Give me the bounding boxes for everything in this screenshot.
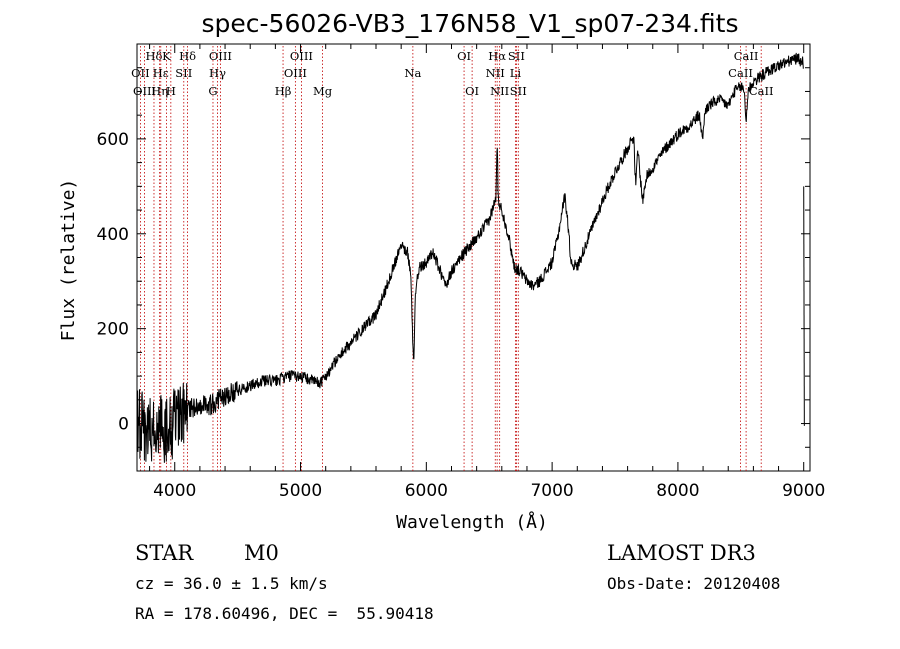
spectrum-edge — [803, 186, 805, 426]
y-tick-label: 600 — [97, 130, 129, 150]
line-marker-label: Hη — [151, 84, 168, 98]
y-tick-label: 0 — [118, 415, 129, 435]
y-tick-label: 200 — [97, 320, 129, 340]
spectrum-series — [137, 52, 805, 463]
line-marker-label: Na — [404, 66, 421, 80]
line-marker-label: Hε — [153, 66, 169, 80]
line-marker-label: OI — [457, 49, 471, 63]
x-tick-label: 7000 — [530, 481, 573, 501]
line-marker-label: Li — [510, 66, 522, 80]
spectrum-line — [137, 52, 804, 463]
x-tick-label: 6000 — [405, 481, 448, 501]
line-marker-label: G — [208, 84, 217, 98]
line-marker-label: OI — [465, 84, 479, 98]
line-marker-label: H — [166, 84, 176, 98]
line-marker-label: Hγ — [209, 66, 226, 80]
object-class: STAR — [135, 541, 194, 565]
line-marker-label: Hβ — [275, 84, 292, 98]
chart-title: spec-56026-VB3_176N58_V1_sp07-234.fits — [202, 9, 739, 38]
line-marker-label: NII — [486, 66, 505, 80]
line-marker-label: Hδ — [179, 49, 196, 63]
line-marker-label: Hα — [488, 49, 506, 63]
line-marker-label: OII — [131, 66, 150, 80]
line-marker-label: SII — [508, 49, 525, 63]
line-marker-label: CaII — [728, 66, 753, 80]
x-axis-label: Wavelength (Å) — [396, 511, 548, 533]
x-tick-label: 8000 — [656, 481, 699, 501]
obs-date: Obs-Date: 20120408 — [607, 574, 780, 593]
coordinates-info: RA = 178.60496, DEC = 55.90418 — [135, 604, 434, 623]
line-marker-label: OIII — [284, 66, 307, 80]
y-axis-label: Flux (relative) — [58, 179, 79, 342]
survey-name: LAMOST DR3 — [607, 541, 756, 565]
line-marker-label: OIII — [133, 84, 156, 98]
line-marker-label: CaII — [734, 49, 759, 63]
x-tick-label: 9000 — [782, 481, 825, 501]
x-tick-label: 5000 — [279, 481, 322, 501]
object-subclass: M0 — [244, 541, 279, 565]
line-marker-label: Mg — [313, 84, 333, 98]
line-marker-label: OIII — [290, 49, 313, 63]
line-marker-label: K — [162, 49, 171, 63]
line-marker-label: NII — [490, 84, 509, 98]
line-marker-label: CaII — [749, 84, 774, 98]
axis-ticks: 4000 5000 6000 7000 8000 9000 0 200 400 600 — [97, 44, 825, 501]
spectral-line-markers: Hδ OII OIII K Hε Hη Hδ SII H OIII Hγ G OIII OIII Hβ Mg N… — [131, 46, 774, 471]
redshift-info: cz = 36.0 ± 1.5 km/s — [135, 574, 328, 593]
line-marker-label: OIII — [209, 49, 232, 63]
line-marker-label: SII — [175, 66, 192, 80]
line-marker-label: SII — [510, 84, 527, 98]
line-marker-label: Hδ — [146, 49, 163, 63]
x-tick-label: 4000 — [153, 481, 196, 501]
y-tick-label: 400 — [97, 225, 129, 245]
